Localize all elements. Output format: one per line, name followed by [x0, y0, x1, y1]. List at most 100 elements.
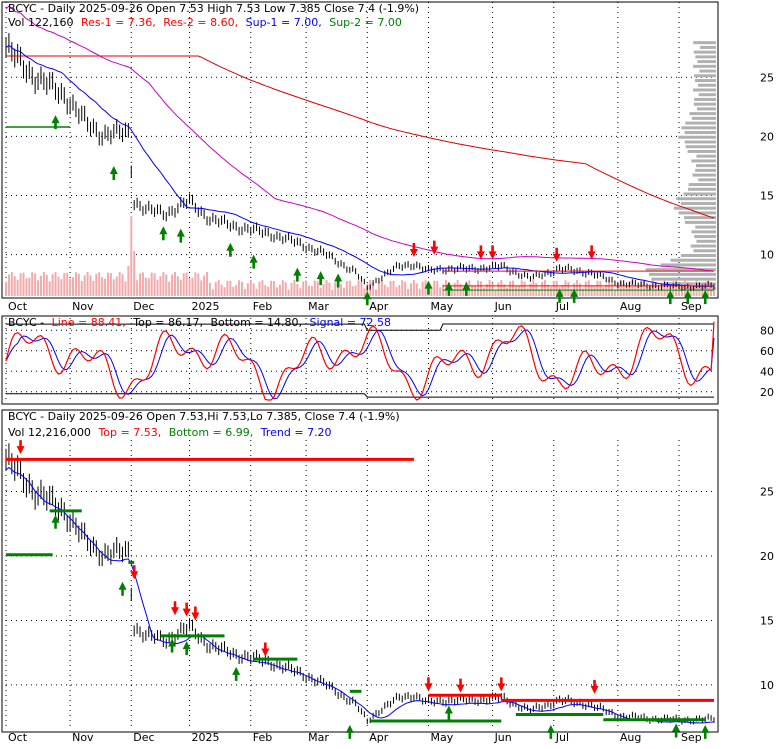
volume-bar [162, 272, 165, 296]
volume-profile-bar [673, 206, 716, 210]
volume-bar [418, 288, 421, 296]
volume-bar [7, 274, 10, 296]
signal-arrows [16, 115, 710, 739]
volume-bar [206, 272, 209, 296]
volume-profile-bar [694, 79, 716, 83]
x-tick-label: Apr [369, 300, 389, 313]
volume-bar [392, 280, 395, 296]
osc-line-label: Line = 88.41, [52, 316, 126, 329]
volume-bar [377, 282, 380, 296]
volume-bar [701, 289, 704, 296]
x-tick-label: May [430, 300, 453, 313]
volume-bar [171, 274, 174, 296]
sma-200-line [6, 55, 715, 219]
volume-bar [532, 280, 535, 296]
volume-bar [121, 274, 124, 296]
volume-bar [409, 283, 412, 296]
volume-bar [689, 288, 692, 296]
sell-arrow [16, 440, 25, 455]
volume-bar [471, 285, 474, 296]
volume-bar [153, 273, 156, 296]
volume-bar [375, 289, 378, 296]
volume-bar [477, 280, 479, 296]
volume-profile-bar [651, 277, 716, 281]
volume-bar [124, 281, 127, 296]
volume-bar [535, 283, 538, 296]
buy-arrow [226, 242, 235, 257]
volume-bar [401, 280, 404, 296]
volume-bar [74, 272, 77, 296]
volume-bar [89, 275, 92, 296]
volume-bar [51, 274, 54, 296]
volume-bar [217, 280, 220, 296]
buy-arrow [316, 271, 325, 286]
buy-arrow [109, 165, 118, 180]
volume-profile-bar [695, 168, 716, 172]
volume-bar [101, 277, 104, 296]
volume-bar [296, 283, 299, 296]
volume-bar [54, 272, 57, 296]
volume-bar [229, 280, 232, 296]
volume-bar [637, 285, 640, 296]
price-series-top [5, 5, 715, 292]
volume-profile-bar [698, 83, 716, 87]
trend-top-label: Top = 7.53, [97, 426, 161, 439]
volume-bar [241, 281, 243, 296]
trend-bottom-label: Bottom = 6.99, [169, 426, 254, 439]
volume-bar [80, 280, 83, 296]
volume-bar [208, 282, 211, 296]
sma-50-line [5, 5, 715, 272]
volume-bar [130, 216, 133, 296]
volume-bar [203, 275, 206, 296]
volume-bar [663, 280, 666, 296]
volume-bar [482, 287, 485, 296]
y-tick-label: 10 [760, 249, 774, 262]
volume-bar [60, 279, 63, 296]
volume-bar [325, 280, 328, 296]
x-tick-label: 2025 [192, 731, 220, 744]
volume-bar [608, 280, 611, 296]
volume-profile-bar [691, 159, 716, 163]
buy-arrow [444, 281, 453, 296]
volume-bar [398, 285, 401, 296]
x-tick-label: Oct [8, 731, 28, 744]
volume-bar [334, 282, 337, 296]
x-tick-label: Jun [494, 731, 512, 744]
volume-bar [354, 285, 357, 296]
volume-profile-bar [692, 173, 716, 177]
volume-bar [514, 286, 517, 296]
volume-bar [34, 273, 37, 296]
sell-arrow [261, 642, 270, 657]
x-tick-label: Feb [253, 731, 272, 744]
volume-bar [331, 289, 334, 296]
volume-bar [22, 272, 25, 296]
volume-profile-bar [684, 216, 716, 220]
y-tick-label: 25 [760, 486, 774, 499]
volume-bar [118, 272, 121, 296]
volume-bar [713, 287, 715, 296]
volume-bar [299, 288, 302, 296]
volume-profile-bar [681, 201, 716, 205]
y-tick-label: 25 [760, 71, 774, 84]
buy-arrow [683, 290, 692, 305]
res2-label: Res-2 = 8.60, [163, 16, 238, 29]
volume-bar [643, 281, 646, 296]
volume-profile-bar [684, 140, 716, 144]
trend-panel-header: BCYC - Daily 2025-09-26 Open 7.53,Hi 7.5… [8, 410, 400, 423]
buy-arrow [118, 581, 127, 596]
buy-arrow [182, 641, 191, 656]
buy-arrow [546, 724, 555, 739]
volume-bar [395, 286, 398, 296]
price-panel-frame [1, 1, 719, 299]
x-tick-label: Mar [308, 731, 329, 744]
volume-bar [290, 282, 293, 296]
volume-profile-bar [693, 64, 716, 68]
volume-bar [383, 284, 386, 296]
volume-profile-bar [698, 178, 716, 182]
volume-bar [581, 288, 584, 296]
volume-bar [95, 273, 98, 296]
buy-arrow [232, 666, 241, 681]
buy-arrow [363, 291, 372, 306]
volume-profile-bar [692, 88, 716, 92]
volume-bar [48, 281, 51, 296]
